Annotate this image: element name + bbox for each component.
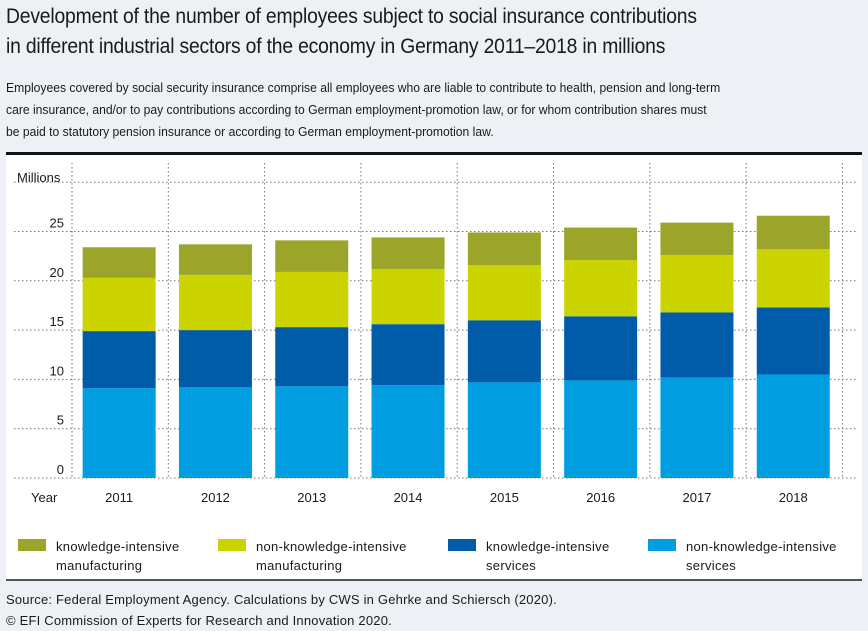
bar-segment — [564, 380, 638, 478]
bar-segment — [564, 227, 638, 261]
y-tick-label: 20 — [50, 265, 64, 280]
source-line: Source: Federal Employment Agency. Calcu… — [6, 592, 557, 607]
bar-segment — [660, 312, 734, 378]
description-line: care insurance, and/or to pay contributi… — [6, 102, 707, 117]
bar-segment — [178, 330, 252, 388]
bar-segment — [371, 268, 445, 325]
legend-label: non-knowledge-intensive manufacturing — [256, 537, 456, 575]
bar-segment — [178, 274, 252, 331]
bar-segment — [275, 327, 349, 387]
legend-label-line: manufacturing — [56, 558, 143, 573]
y-tick-label: 0 — [57, 462, 64, 477]
description-line: be paid to statutory pension insurance o… — [6, 124, 494, 139]
bar-segment — [371, 385, 445, 478]
bar-segment — [756, 307, 830, 375]
y-tick-label: 15 — [50, 314, 64, 329]
bar-segment — [467, 265, 541, 321]
legend-swatch — [448, 539, 476, 551]
chart-description: Employees covered by social security ins… — [6, 77, 834, 143]
bar-segment — [82, 388, 156, 478]
bar-segment — [82, 277, 156, 332]
bar-segment — [371, 237, 445, 269]
bar-segment — [82, 247, 156, 278]
bar-segment — [564, 260, 638, 317]
x-axis-title: Year — [31, 490, 58, 505]
x-tick-label: 2013 — [297, 490, 326, 505]
legend-label-line: services — [686, 558, 737, 573]
bar-segment — [756, 249, 830, 308]
legend-label: knowledge-intensive manufacturing — [56, 537, 256, 575]
legend-label-line: knowledge-intensive — [486, 539, 610, 554]
title-line: Development of the number of employees s… — [6, 5, 697, 28]
bar-segment — [660, 255, 734, 313]
bar-segment — [275, 240, 349, 272]
legend-label: non-knowledge-intensive services — [686, 537, 868, 575]
copyright-line: © EFI Commission of Experts for Research… — [6, 613, 392, 628]
bar-segment — [371, 324, 445, 386]
bar-segment — [178, 244, 252, 275]
bar-segment — [660, 222, 734, 256]
legend-swatch — [18, 539, 46, 551]
bar-segment — [660, 377, 734, 478]
legend-label-line: manufacturing — [256, 558, 343, 573]
bar-segment — [275, 386, 349, 478]
bar-segment — [82, 331, 156, 389]
bar-segment — [564, 316, 638, 381]
y-tick-label: 5 — [57, 413, 64, 428]
legend-label-line: non-knowledge-intensive — [256, 539, 407, 554]
description-line: Employees covered by social security ins… — [6, 80, 721, 95]
chart-panel: 0 5 10 15 20 25 Millions Year 2011 2012 2013 2014 20… — [6, 152, 862, 581]
x-tick-label: 2015 — [490, 490, 519, 505]
x-tick-label: 2017 — [682, 490, 711, 505]
stacked-bar-chart: 0 5 10 15 20 25 Millions Year 2011 2012 2013 2014 20… — [14, 163, 856, 505]
legend-label-line: non-knowledge-intensive — [686, 539, 837, 554]
bar-segment — [467, 382, 541, 478]
bar-segment — [467, 320, 541, 383]
bars — [82, 215, 830, 478]
axis-labels: 0 5 10 15 20 25 Millions Year 2011 2012 2013 2014 20… — [17, 170, 808, 505]
legend-swatch — [218, 539, 246, 551]
chart-title: Development of the number of employees s… — [6, 2, 797, 62]
bar-segment — [467, 232, 541, 266]
x-tick-label: 2016 — [586, 490, 615, 505]
x-tick-label: 2018 — [779, 490, 808, 505]
x-tick-label: 2011 — [105, 490, 133, 505]
y-tick-label: 25 — [50, 216, 64, 231]
legend-label: knowledge-intensive services — [486, 537, 686, 575]
x-tick-label: 2012 — [201, 490, 230, 505]
y-axis-title: Millions — [17, 170, 61, 185]
legend-label-line: knowledge-intensive — [56, 539, 180, 554]
x-tick-label: 2014 — [394, 490, 423, 505]
y-tick-label: 10 — [50, 363, 64, 378]
bar-segment — [756, 374, 830, 478]
legend-label-line: services — [486, 558, 537, 573]
source-note: Source: Federal Employment Agency. Calcu… — [6, 589, 557, 631]
bar-segment — [275, 271, 349, 328]
bar-segment — [756, 215, 830, 250]
title-line: in different industrial sectors of the e… — [6, 35, 666, 58]
legend-swatch — [648, 539, 676, 551]
bar-segment — [178, 387, 252, 478]
